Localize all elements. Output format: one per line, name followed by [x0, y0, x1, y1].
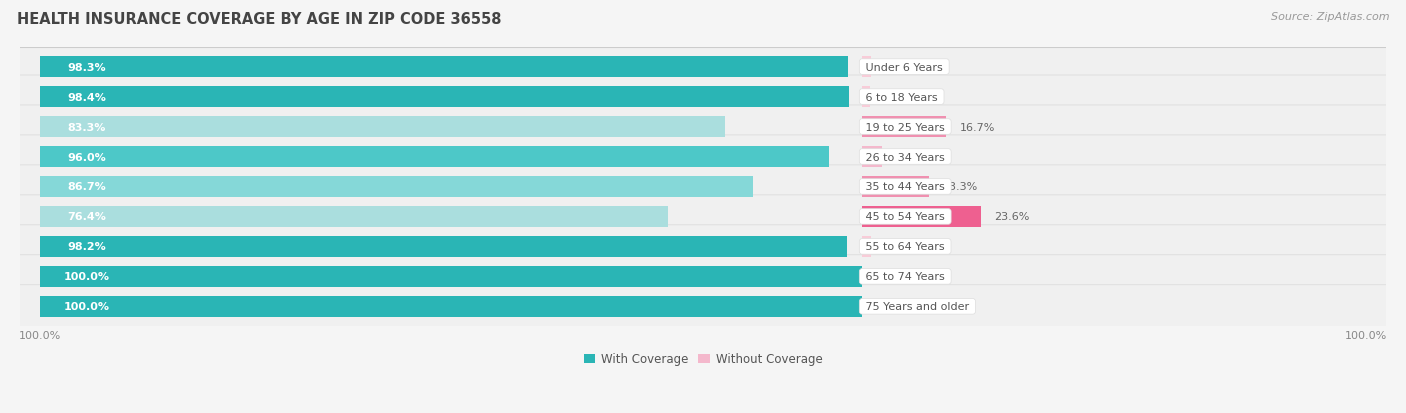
Text: Source: ZipAtlas.com: Source: ZipAtlas.com — [1271, 12, 1389, 22]
FancyBboxPatch shape — [17, 166, 1389, 209]
FancyBboxPatch shape — [17, 46, 1389, 89]
Bar — [41, 207, 668, 227]
Text: 76.4%: 76.4% — [67, 212, 105, 222]
Text: 65 to 74 Years: 65 to 74 Years — [862, 272, 948, 282]
Bar — [862, 117, 946, 138]
Bar — [862, 237, 872, 257]
Bar — [41, 237, 848, 257]
Text: HEALTH INSURANCE COVERAGE BY AGE IN ZIP CODE 36558: HEALTH INSURANCE COVERAGE BY AGE IN ZIP … — [17, 12, 502, 27]
Text: 55 to 64 Years: 55 to 64 Years — [862, 242, 948, 252]
FancyBboxPatch shape — [17, 76, 1389, 119]
FancyBboxPatch shape — [17, 255, 1389, 298]
Text: 98.2%: 98.2% — [67, 242, 105, 252]
Text: 100.0%: 100.0% — [63, 272, 110, 282]
FancyBboxPatch shape — [17, 285, 1389, 328]
FancyBboxPatch shape — [17, 225, 1389, 268]
Text: 13.3%: 13.3% — [942, 182, 977, 192]
FancyBboxPatch shape — [17, 195, 1389, 238]
Bar — [862, 57, 870, 78]
Text: 96.0%: 96.0% — [67, 152, 105, 162]
Bar — [862, 177, 929, 197]
Text: 35 to 44 Years: 35 to 44 Years — [862, 182, 948, 192]
FancyBboxPatch shape — [17, 106, 1389, 149]
Bar — [41, 87, 849, 107]
Bar — [41, 147, 830, 167]
Text: 45 to 54 Years: 45 to 54 Years — [862, 212, 948, 222]
Text: 75 Years and older: 75 Years and older — [862, 301, 973, 311]
Text: 0.0%: 0.0% — [876, 272, 904, 282]
Bar — [41, 297, 862, 317]
Legend: With Coverage, Without Coverage: With Coverage, Without Coverage — [579, 348, 827, 370]
Text: 86.7%: 86.7% — [67, 182, 105, 192]
Text: 98.3%: 98.3% — [67, 62, 105, 72]
Text: 83.3%: 83.3% — [67, 122, 105, 132]
Text: 6 to 18 Years: 6 to 18 Years — [862, 93, 941, 102]
Text: Under 6 Years: Under 6 Years — [862, 62, 946, 72]
Text: 4.0%: 4.0% — [896, 152, 924, 162]
Bar — [862, 87, 870, 107]
Bar — [862, 207, 981, 227]
Bar — [41, 117, 725, 138]
Bar — [41, 57, 848, 78]
Text: 1.6%: 1.6% — [883, 93, 911, 102]
Bar — [41, 266, 862, 287]
Text: 26 to 34 Years: 26 to 34 Years — [862, 152, 948, 162]
Text: 98.4%: 98.4% — [67, 93, 105, 102]
FancyBboxPatch shape — [17, 135, 1389, 179]
Text: 100.0%: 100.0% — [63, 301, 110, 311]
Text: 0.0%: 0.0% — [876, 301, 904, 311]
Text: 16.7%: 16.7% — [959, 122, 995, 132]
Text: 1.8%: 1.8% — [884, 242, 912, 252]
Text: 19 to 25 Years: 19 to 25 Years — [862, 122, 948, 132]
Text: 1.7%: 1.7% — [884, 62, 912, 72]
Text: 23.6%: 23.6% — [994, 212, 1029, 222]
Bar — [41, 177, 752, 197]
Bar — [862, 147, 882, 167]
